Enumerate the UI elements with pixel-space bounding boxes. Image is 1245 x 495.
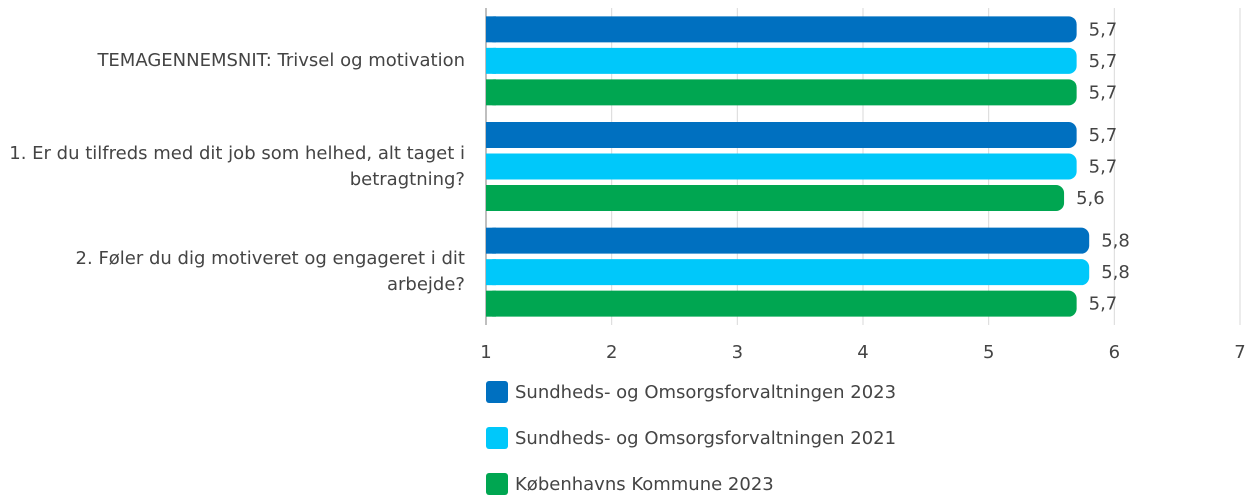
- x-tick-label: 2: [606, 342, 617, 363]
- bar: [486, 185, 1065, 211]
- x-tick-label: 6: [1109, 342, 1120, 363]
- y-tick-label: 2. Føler du dig motiveret og engageret i…: [75, 248, 465, 296]
- legend-label: Sundheds- og Omsorgsforvaltningen 2021: [515, 428, 896, 449]
- value-label: 5,8: [1101, 231, 1130, 252]
- bar: [486, 47, 1077, 74]
- y-tick-label: TEMAGENNEMSNIT: Trivsel og motivation: [97, 49, 465, 71]
- x-tick-label: 4: [857, 342, 868, 363]
- bar-left-square: [486, 122, 496, 148]
- value-label: 5,7: [1089, 294, 1118, 315]
- legend-swatch: [486, 381, 508, 403]
- bar-left-square: [486, 79, 496, 106]
- x-tick-label: 7: [1234, 342, 1245, 363]
- value-label: 5,7: [1089, 157, 1118, 178]
- x-tick-label: 3: [732, 342, 743, 363]
- x-tick-label: 1: [480, 342, 491, 363]
- bar: [486, 153, 1077, 180]
- bar-left-square: [486, 259, 496, 286]
- bar: [486, 79, 1077, 106]
- bar-left-square: [486, 153, 496, 180]
- bar-left-square: [486, 290, 496, 317]
- value-label: 5,8: [1101, 262, 1130, 283]
- value-label: 5,6: [1076, 188, 1105, 209]
- value-label: 5,7: [1089, 82, 1118, 103]
- legend-label: Sundheds- og Omsorgsforvaltningen 2023: [515, 382, 896, 403]
- bar: [486, 227, 1090, 254]
- y-tick-label: 1. Er du tilfreds med dit job som helhed…: [9, 142, 465, 190]
- bar: [486, 122, 1077, 148]
- value-label: 5,7: [1089, 51, 1118, 72]
- bar-left-square: [486, 227, 496, 254]
- legend-swatch: [486, 473, 508, 495]
- bar-left-square: [486, 47, 496, 74]
- bar-left-square: [486, 16, 496, 43]
- legend-swatch: [486, 427, 508, 449]
- value-label: 5,7: [1089, 19, 1118, 40]
- legend-label: Københavns Kommune 2023: [515, 474, 774, 495]
- bar-left-square: [486, 185, 496, 211]
- bar: [486, 259, 1090, 286]
- value-label: 5,7: [1089, 125, 1118, 146]
- bar: [486, 290, 1077, 317]
- x-tick-label: 5: [983, 342, 994, 363]
- bar: [486, 16, 1077, 43]
